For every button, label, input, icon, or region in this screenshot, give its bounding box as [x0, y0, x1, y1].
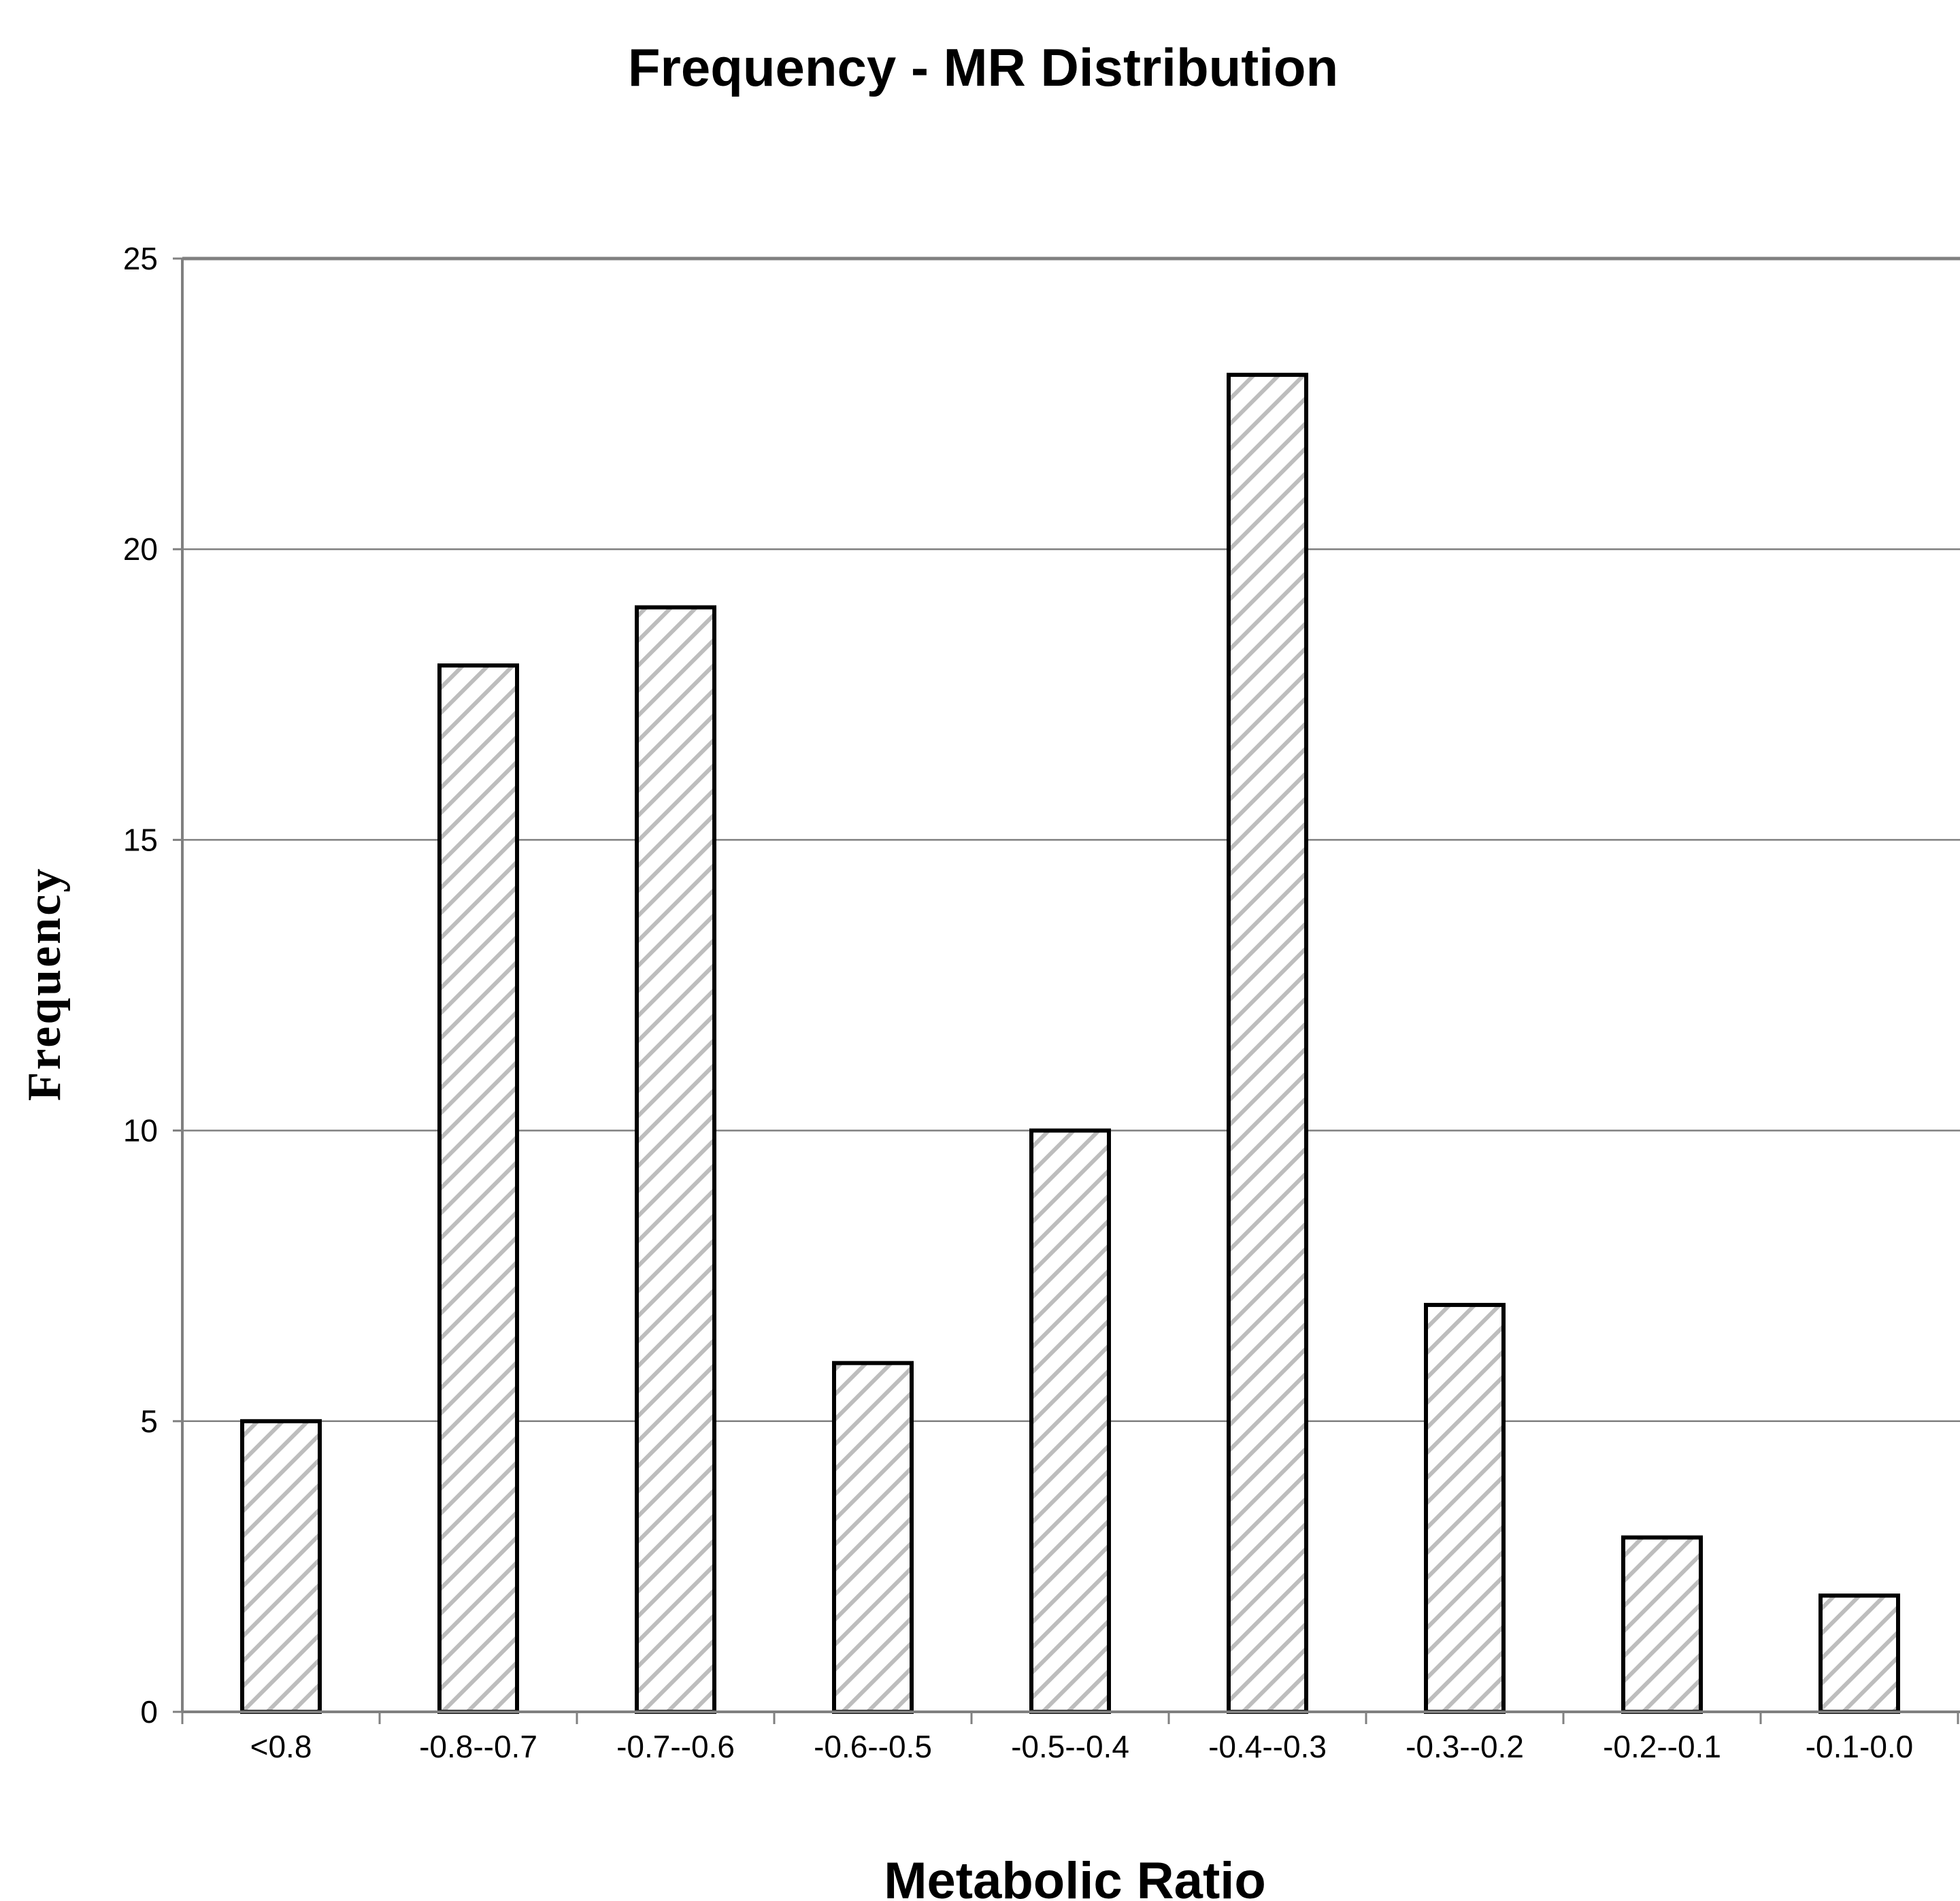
- x-tick-label: -0.2--0.1: [1603, 1729, 1721, 1764]
- y-tick-labels: 0 5 10 15 20 25: [123, 241, 182, 1730]
- bar: [635, 605, 716, 1714]
- bar: [1621, 1535, 1703, 1714]
- bar: [240, 1419, 322, 1715]
- x-tick-label: -0.8--0.7: [419, 1729, 537, 1764]
- x-tick-label: -0.7--0.6: [616, 1729, 735, 1764]
- bar: [1029, 1128, 1111, 1714]
- y-tick-label: 10: [123, 1113, 158, 1148]
- y-tick-label: 20: [123, 531, 158, 567]
- x-tick-label: -0.6--0.5: [814, 1729, 932, 1764]
- y-tick-label: 15: [123, 822, 158, 857]
- x-tick-label: -0.3--0.2: [1406, 1729, 1524, 1764]
- y-tick-label: 5: [140, 1404, 158, 1439]
- y-tick-label: 0: [140, 1694, 158, 1730]
- bar: [1818, 1593, 1900, 1715]
- bars: [240, 372, 1900, 1715]
- x-tick-labels: <0.8 -0.8--0.7 -0.7--0.6 -0.6--0.5 -0.5--0.4…: [181, 1712, 1959, 1764]
- bar: [1424, 1302, 1506, 1715]
- y-axis-label: Frequency: [18, 867, 71, 1102]
- axes: [181, 259, 1960, 1713]
- x-tick-label: <0.8: [250, 1729, 312, 1764]
- bar: [1227, 372, 1308, 1714]
- x-tick-label: -0.5--0.4: [1011, 1729, 1129, 1764]
- x-axis-label: Metabolic Ratio: [884, 1852, 1266, 1901]
- chart-title: Frequency - MR Distribution: [628, 37, 1338, 97]
- bar: [832, 1361, 914, 1714]
- y-tick-label: 25: [123, 241, 158, 276]
- bar: [437, 663, 519, 1715]
- x-tick-label: -0.4--0.3: [1208, 1729, 1327, 1764]
- x-tick-label: -0.1-0.0: [1806, 1729, 1914, 1764]
